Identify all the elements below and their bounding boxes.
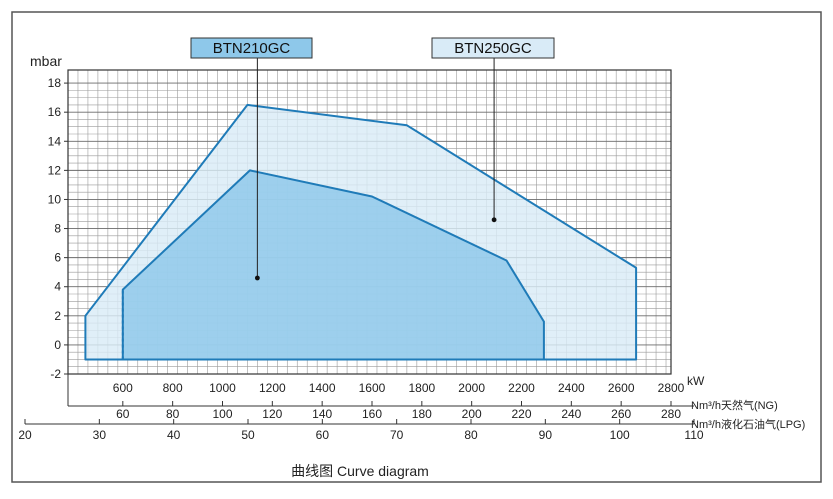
envelope-vertex-btn250gc <box>635 267 637 269</box>
envelope-vertex-btn250gc <box>635 358 637 361</box>
x-tick-label-kw: 2000 <box>458 381 485 395</box>
x-tick-label-ng: 240 <box>561 407 581 421</box>
x-tick-label-kw: 1000 <box>209 381 236 395</box>
leader-dot-btn250gc <box>491 217 497 223</box>
envelope-vertex-btn210gc <box>249 169 251 172</box>
envelope-vertex-btn210gc <box>371 195 373 198</box>
series-label-btn250gc: BTN250GC <box>454 40 532 57</box>
x-tick-label-ng: 260 <box>611 407 631 421</box>
x-tick-label-lpg: 100 <box>610 428 630 442</box>
plot-frame <box>67 69 672 375</box>
x-tick-label-lpg: 40 <box>167 428 181 442</box>
x-tick-label-kw: 1200 <box>259 381 286 395</box>
y-tick-label: 0 <box>54 338 61 352</box>
y-axis: -2 0 2 4 6 8 10 12 14 16 18 <box>48 76 68 381</box>
envelope-vertex-btn250gc <box>84 358 87 361</box>
y-tick-label: 18 <box>48 76 62 90</box>
x-tick-label-kw: 2800 <box>658 381 685 395</box>
x-unit-label-kw: kW <box>687 374 705 388</box>
x-tick-label-kw: 2400 <box>558 381 585 395</box>
series-label-box-btn250gc <box>431 37 555 59</box>
series-label-btn210gc: BTN210GC <box>213 40 291 57</box>
x-tick-label-ng: 180 <box>412 407 432 421</box>
y-tick-label: 4 <box>54 280 61 294</box>
y-unit-label: mbar <box>30 53 62 69</box>
x-tick-label-lpg: 30 <box>93 428 107 442</box>
plot-border <box>67 69 672 375</box>
x-tick-label-kw: 2200 <box>508 381 535 395</box>
x-tick-label-kw: 1600 <box>359 381 386 395</box>
envelope-vertex-btn250gc <box>406 124 408 127</box>
x-tick-label-kw: 800 <box>163 381 183 395</box>
y-tick-label: 10 <box>48 192 62 206</box>
x-axes: 600 800 1000 1200 1400 1600 1800 2000 2200 2400 26… <box>18 374 805 442</box>
series-labels: BTN210GC BTN250GC <box>190 37 555 281</box>
y-tick-label: 6 <box>54 251 61 265</box>
y-tick-label: 14 <box>48 134 62 148</box>
x-tick-label-lpg: 20 <box>18 428 32 442</box>
x-tick-label-ng: 60 <box>116 407 130 421</box>
x-tick-label-lpg: 90 <box>539 428 553 442</box>
envelope-btn210gc <box>121 169 545 361</box>
x-tick-label-kw: 600 <box>113 381 133 395</box>
x-tick-label-ng: 120 <box>262 407 282 421</box>
envelope-vertex-btn210gc <box>122 288 124 291</box>
x-tick-label-ng: 80 <box>166 407 180 421</box>
envelope-vertex-btn210gc <box>543 358 545 361</box>
x-tick-label-ng: 100 <box>212 407 232 421</box>
x-unit-label-ng: Nm³/h天然气(NG) <box>691 398 778 412</box>
x-tick-label-ng: 220 <box>511 407 531 421</box>
x-tick-label-ng: 160 <box>362 407 382 421</box>
leader-dot-btn210gc <box>254 275 260 281</box>
x-tick-label-kw: 1400 <box>309 381 336 395</box>
envelope-areas <box>84 103 638 361</box>
x-tick-label-ng: 140 <box>312 407 332 421</box>
y-tick-label: 12 <box>48 163 62 177</box>
x-tick-label-lpg: 80 <box>464 428 478 442</box>
series-label-box-btn210gc <box>190 37 313 59</box>
y-tick-label: 16 <box>48 105 62 119</box>
x-tick-label-lpg: 110 <box>684 428 703 442</box>
envelope-vertex-btn210gc <box>543 320 545 323</box>
envelope-vertex-btn250gc <box>246 104 249 106</box>
x-tick-label-lpg: 70 <box>390 428 404 442</box>
x-tick-label-ng: 280 <box>661 407 681 421</box>
y-tick-label: -2 <box>50 367 61 381</box>
x-tick-label-kw: 2600 <box>608 381 635 395</box>
envelope-vertex-btn250gc <box>84 315 87 317</box>
x-tick-label-lpg: 50 <box>241 428 255 442</box>
y-tick-label: 2 <box>54 309 61 323</box>
x-tick-label-ng: 200 <box>462 407 482 421</box>
envelope-vertex-btn210gc <box>505 259 508 262</box>
y-tick-label: 8 <box>54 222 61 236</box>
x-unit-label-lpg: Nm³/h液化石油气(LPG) <box>691 417 805 431</box>
figure-caption: 曲线图 Curve diagram <box>291 463 429 479</box>
x-tick-label-lpg: 60 <box>316 428 330 442</box>
x-tick-label-kw: 1800 <box>408 381 435 395</box>
